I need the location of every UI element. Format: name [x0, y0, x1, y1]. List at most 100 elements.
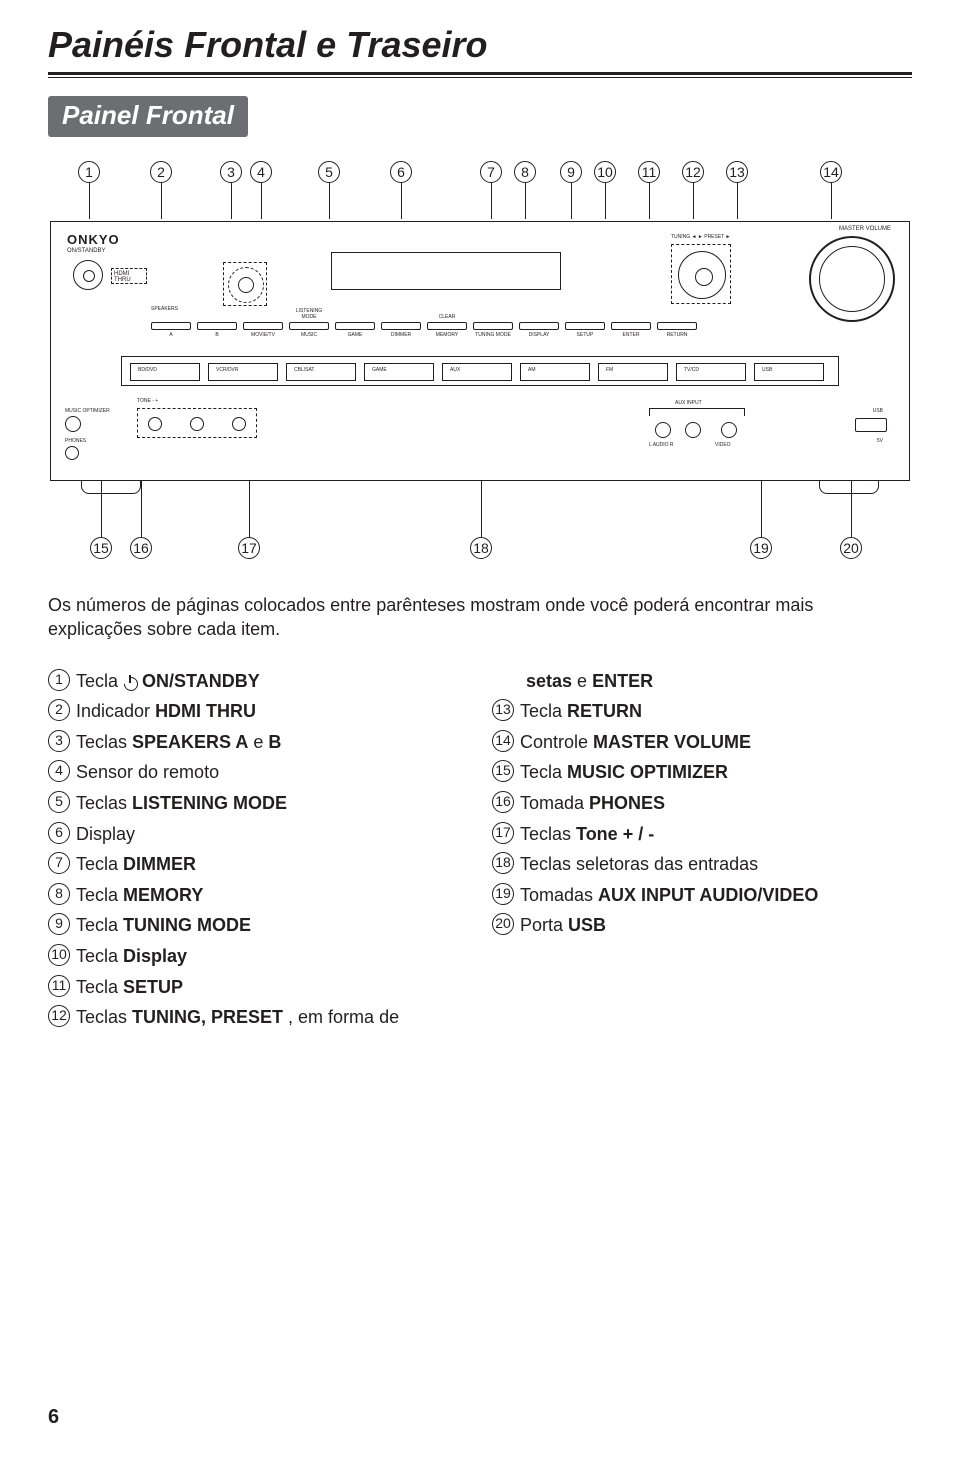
legend-item-6: 6Display — [48, 819, 468, 850]
legend-number: 20 — [492, 913, 514, 935]
legend-text: Tomada PHONES — [520, 788, 665, 819]
legend-text: setas e ENTER — [526, 666, 653, 697]
legend-text: Tecla RETURN — [520, 696, 642, 727]
legend-item-19: 19 Tomadas AUX INPUT AUDIO/VIDEO — [492, 880, 912, 911]
usb-port — [855, 418, 887, 432]
legend-number: 19 — [492, 883, 514, 905]
legend-number: 4 — [48, 760, 70, 782]
legend-text: Tecla TUNING MODE — [76, 910, 251, 941]
legend-number: 14 — [492, 730, 514, 752]
legend: 1 Tecla ON/STANDBY2Indicador HDMI THRU3Te… — [48, 666, 912, 1033]
callout-20: 20 — [840, 537, 862, 559]
brand-label: ONKYO — [67, 232, 120, 247]
callout-13: 13 — [726, 161, 748, 183]
legend-number: 1 — [48, 669, 70, 691]
legend-number: 10 — [48, 944, 70, 966]
phones-label: PHONES — [65, 438, 110, 444]
legend-number: 5 — [48, 791, 70, 813]
legend-item-1: 1 Tecla ON/STANDBY — [48, 666, 468, 697]
legend-number: 18 — [492, 852, 514, 874]
nav-label: TUNING ◄ ► PRESET ► — [671, 234, 730, 240]
legend-item-2: 2Indicador HDMI THRU — [48, 696, 468, 727]
aux-video-label: VIDEO — [715, 442, 731, 448]
legend-text: Porta USB — [520, 910, 606, 941]
legend-item-8: 8Tecla MEMORY — [48, 880, 468, 911]
page-number: 6 — [48, 1406, 59, 1429]
master-volume-knob — [809, 236, 895, 322]
callout-19: 19 — [750, 537, 772, 559]
legend-item-9: 9 Tecla TUNING MODE — [48, 910, 468, 941]
legend-item-20: 20 Porta USB — [492, 910, 912, 941]
legend-text: Tomadas AUX INPUT AUDIO/VIDEO — [520, 880, 818, 911]
legend-item-10: 10 Tecla Display — [48, 941, 468, 972]
callout-17: 17 — [238, 537, 260, 559]
legend-text: Teclas SPEAKERS A e B — [76, 727, 281, 758]
music-optimizer-button — [65, 416, 81, 432]
legend-right-column: setas e ENTER13Tecla RETURN14Controle MA… — [492, 666, 912, 1033]
legend-item-15: 15 Tecla MUSIC OPTIMIZER — [492, 757, 912, 788]
music-optimizer-label: MUSIC OPTIMIZER — [65, 408, 110, 414]
callout-1: 1 — [78, 161, 100, 183]
section-subtitle: Painel Frontal — [48, 96, 248, 137]
legend-number: 6 — [48, 822, 70, 844]
legend-item-cont: setas e ENTER — [492, 666, 912, 697]
legend-item-11: 11 Tecla SETUP — [48, 972, 468, 1003]
legend-number: 11 — [48, 975, 70, 997]
callout-14: 14 — [820, 161, 842, 183]
foot-left — [81, 480, 141, 494]
callout-5: 5 — [318, 161, 340, 183]
legend-number: 7 — [48, 852, 70, 874]
rule-thick — [48, 72, 912, 75]
tone-cluster — [137, 408, 257, 438]
legend-item-17: 17 Teclas Tone + / - — [492, 819, 912, 850]
legend-number: 17 — [492, 822, 514, 844]
legend-item-3: 3Teclas SPEAKERS A e B — [48, 727, 468, 758]
callout-15: 15 — [90, 537, 112, 559]
legend-item-5: 5 Teclas LISTENING MODE — [48, 788, 468, 819]
legend-text: Teclas TUNING, PRESET , em forma de — [76, 1002, 399, 1033]
legend-text: Sensor do remoto — [76, 757, 219, 788]
callout-8: 8 — [514, 161, 536, 183]
legend-item-12: 12 Teclas TUNING, PRESET , em forma de — [48, 1002, 468, 1033]
legend-text: Tecla MUSIC OPTIMIZER — [520, 757, 728, 788]
page-title: Painéis Frontal e Traseiro — [48, 24, 912, 66]
legend-text: Tecla SETUP — [76, 972, 183, 1003]
callout-11: 11 — [638, 161, 660, 183]
button-row: ABMOVIE/TVLISTENING MODEMUSICGAMEDIMMERC… — [151, 316, 809, 338]
legend-text: Teclas Tone + / - — [520, 819, 654, 850]
nav-cluster — [671, 244, 731, 304]
legend-number: 15 — [492, 760, 514, 782]
legend-text: Controle MASTER VOLUME — [520, 727, 751, 758]
legend-text: Tecla DIMMER — [76, 849, 196, 880]
legend-left-column: 1 Tecla ON/STANDBY2Indicador HDMI THRU3Te… — [48, 666, 468, 1033]
legend-number: 16 — [492, 791, 514, 813]
legend-text: Tecla Display — [76, 941, 187, 972]
rule-thin — [48, 77, 912, 78]
power-button — [73, 260, 103, 290]
hdmi-thru-indicator: HDMI THRU — [111, 268, 147, 284]
callout-18: 18 — [470, 537, 492, 559]
master-volume-label: MASTER VOLUME — [839, 226, 891, 232]
legend-text: Indicador HDMI THRU — [76, 696, 256, 727]
callout-10: 10 — [594, 161, 616, 183]
receiver-outline: ONKYO ON/STANDBY HDMI THRU TUNING ◄ ► PR… — [50, 221, 910, 481]
legend-item-7: 7 Tecla DIMMER — [48, 849, 468, 880]
remote-sensor — [223, 262, 267, 306]
callout-2: 2 — [150, 161, 172, 183]
callout-4: 4 — [250, 161, 272, 183]
legend-number: 12 — [48, 1005, 70, 1027]
legend-number: 9 — [48, 913, 70, 935]
intro-paragraph: Os números de páginas colocados entre pa… — [48, 593, 912, 642]
callout-9: 9 — [560, 161, 582, 183]
legend-number: 8 — [48, 883, 70, 905]
callout-3: 3 — [220, 161, 242, 183]
legend-text: Teclas seletoras das entradas — [520, 849, 758, 880]
display-screen — [331, 252, 561, 290]
front-panel-diagram: 1234567891011121314 ONKYO ON/STANDBY HDM… — [50, 161, 910, 581]
input-selector-strip: BD/DVDVCR/DVRCBL/SATGAMEAUXAMFMTV/CDUSB — [121, 356, 839, 386]
legend-text: Teclas LISTENING MODE — [76, 788, 287, 819]
legend-item-18: 18 Teclas seletoras das entradas — [492, 849, 912, 880]
onstandby-label: ON/STANDBY — [67, 248, 106, 254]
callout-12: 12 — [682, 161, 704, 183]
legend-text: Tecla ON/STANDBY — [76, 666, 260, 697]
